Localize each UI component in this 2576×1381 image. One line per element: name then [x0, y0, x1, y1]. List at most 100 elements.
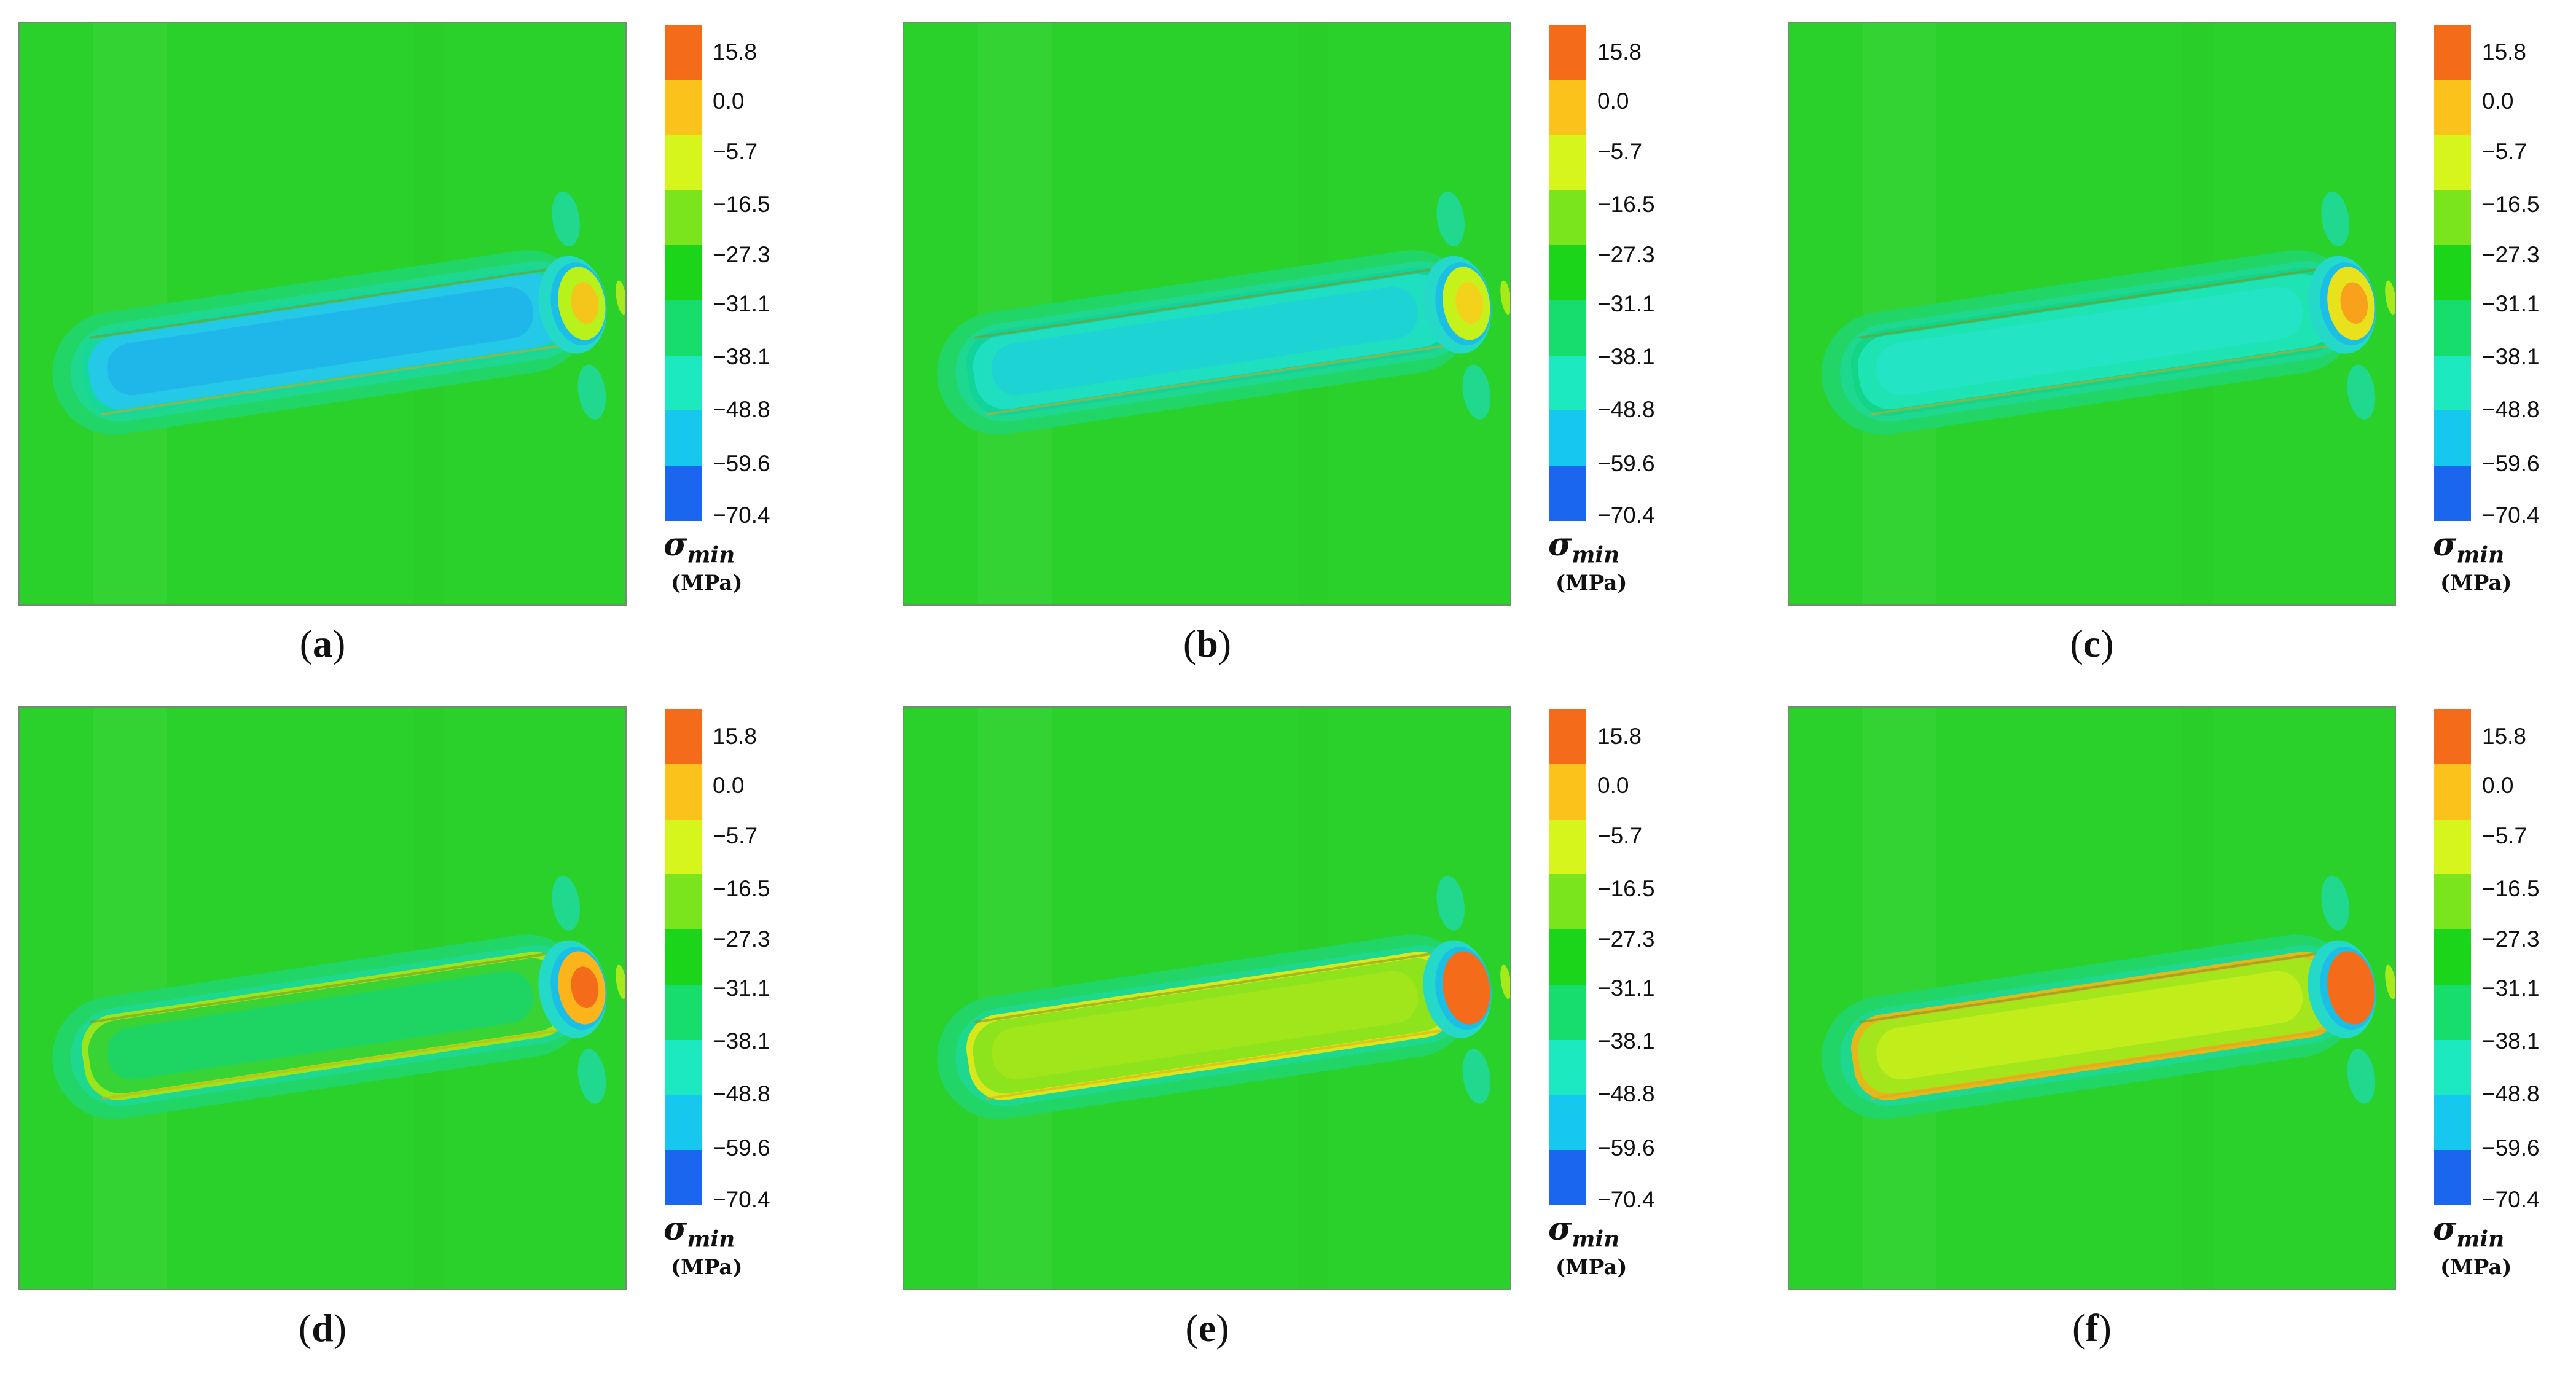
colorbar-tick-label: −70.4	[1597, 503, 1655, 528]
caption-open-paren: (	[1185, 1306, 1199, 1350]
colorbar-tick-label: −48.8	[2482, 1081, 2540, 1106]
colorbar-title-subscript: min	[2456, 542, 2505, 568]
stress-contour-svg	[20, 23, 625, 604]
caption-close-paren: )	[1218, 622, 1232, 665]
colorbar-title: σmin	[2433, 1210, 2504, 1252]
colorbar-title-symbol: σ	[2433, 1210, 2457, 1248]
colorbar-tick-label: −70.4	[1597, 1187, 1655, 1212]
colorbar-segment	[665, 355, 702, 411]
caption-close-paren: )	[1216, 1306, 1229, 1350]
colorbar-tick-label: 0.0	[2482, 773, 2514, 798]
colorbar-tick-label: −48.8	[2482, 397, 2540, 422]
colorbar	[665, 25, 702, 522]
caption-open-paren: (	[1183, 622, 1197, 665]
colorbar-segment	[665, 984, 702, 1041]
colorbar-tick-label: −38.1	[1597, 344, 1655, 369]
colorbar	[2434, 709, 2471, 1206]
panel-caption: (f)	[1788, 1305, 2396, 1351]
colorbar-tick-label: −27.3	[1597, 242, 1655, 267]
colorbar-title-subscript: min	[2456, 1226, 2505, 1253]
colorbar-segment	[2434, 25, 2471, 80]
colorbar-tick-label: −16.5	[1597, 876, 1655, 901]
colorbar-segment	[665, 79, 702, 136]
colorbar-tick-label: −38.1	[713, 344, 770, 369]
contour-plot	[18, 706, 627, 1290]
colorbar-tick-label: −48.8	[1597, 397, 1655, 422]
caption-close-paren: )	[332, 622, 346, 665]
colorbar-segment	[665, 245, 702, 301]
colorbar-tick-label: −27.3	[1597, 926, 1655, 952]
colorbar-segment	[1549, 709, 1586, 765]
colorbar-tick-label: −27.3	[713, 926, 770, 952]
colorbar-tick-label: −31.1	[2482, 976, 2540, 1001]
colorbar-segment	[665, 410, 702, 466]
colorbar-tick-label: −70.4	[2482, 503, 2540, 528]
colorbar-tick-label: −70.4	[713, 503, 770, 528]
contour-plot	[903, 706, 1511, 1290]
colorbar-tick-label: −70.4	[713, 1187, 770, 1212]
colorbar-segment	[665, 764, 702, 820]
contour-plot	[903, 22, 1511, 606]
colorbar-segment	[2434, 1039, 2471, 1095]
colorbar-segment	[1549, 25, 1586, 80]
panel-caption: (a)	[18, 621, 627, 667]
stress-contour-svg	[20, 708, 625, 1289]
colorbar-segment	[2434, 190, 2471, 246]
colorbar-unit: (MPa)	[671, 571, 743, 595]
colorbar-unit: (MPa)	[2440, 1255, 2512, 1280]
contour-plot	[1788, 22, 2396, 606]
colorbar-segment	[665, 874, 702, 930]
caption-open-paren: (	[2070, 622, 2083, 665]
caption-open-paren: (	[2072, 1306, 2086, 1350]
colorbar-segment	[665, 300, 702, 356]
colorbar-title: σmin	[664, 526, 735, 568]
colorbar-segment	[2434, 135, 2471, 190]
colorbar-title-symbol: σ	[664, 526, 687, 563]
colorbar-tick-label: −5.7	[713, 139, 758, 164]
colorbar	[665, 709, 702, 1206]
colorbar-segment	[665, 929, 702, 985]
colorbar-segment	[1549, 190, 1586, 246]
colorbar-title: σmin	[1548, 526, 1619, 568]
colorbar-tick-label: 0.0	[2482, 88, 2514, 114]
colorbar-unit: (MPa)	[1556, 1255, 1627, 1280]
colorbar-unit: (MPa)	[671, 1255, 743, 1280]
colorbar-tick-label: −59.6	[2482, 451, 2540, 476]
colorbar-tick-label: −27.3	[2482, 242, 2540, 267]
colorbar-tick-label: −59.6	[2482, 1135, 2540, 1160]
panel-caption: (e)	[903, 1305, 1511, 1351]
colorbar-segment	[665, 1095, 702, 1151]
colorbar-title-subscript: min	[687, 1226, 735, 1253]
colorbar	[1549, 709, 1586, 1206]
colorbar-tick-label: −16.5	[713, 192, 770, 217]
colorbar-tick-label: −16.5	[713, 876, 770, 901]
colorbar-segment	[2434, 984, 2471, 1041]
colorbar-tick-label: 15.8	[2482, 724, 2527, 749]
colorbar-segment	[1549, 874, 1586, 930]
colorbar-tick-label: −59.6	[713, 1135, 770, 1160]
colorbar-tick-label: −59.6	[1597, 451, 1655, 476]
colorbar-tick-label: −38.1	[2482, 1028, 2540, 1054]
colorbar	[2434, 25, 2471, 522]
colorbar-segment	[1549, 300, 1586, 356]
caption-label: d	[311, 1306, 334, 1350]
colorbar-segment	[1549, 410, 1586, 466]
colorbar-segment	[1549, 245, 1586, 301]
colorbar-tick-label: 15.8	[1597, 39, 1642, 65]
colorbar-tick-label: −48.8	[1597, 1081, 1655, 1106]
colorbar-segment	[2434, 764, 2471, 820]
tube-group	[937, 191, 1510, 435]
colorbar-segment	[665, 466, 702, 522]
colorbar-title: σmin	[664, 1210, 735, 1252]
colorbar-title: σmin	[1548, 1210, 1619, 1252]
panel-caption: (c)	[1788, 621, 2396, 667]
tube-group	[52, 191, 625, 435]
colorbar-segment	[665, 1039, 702, 1095]
colorbar-segment	[1549, 79, 1586, 136]
colorbar-segment	[665, 190, 702, 246]
colorbar-tick-label: 15.8	[2482, 39, 2527, 65]
caption-open-paren: (	[299, 622, 313, 665]
colorbar-segment	[1549, 466, 1586, 522]
colorbar-segment	[665, 25, 702, 80]
colorbar-segment	[2434, 874, 2471, 930]
